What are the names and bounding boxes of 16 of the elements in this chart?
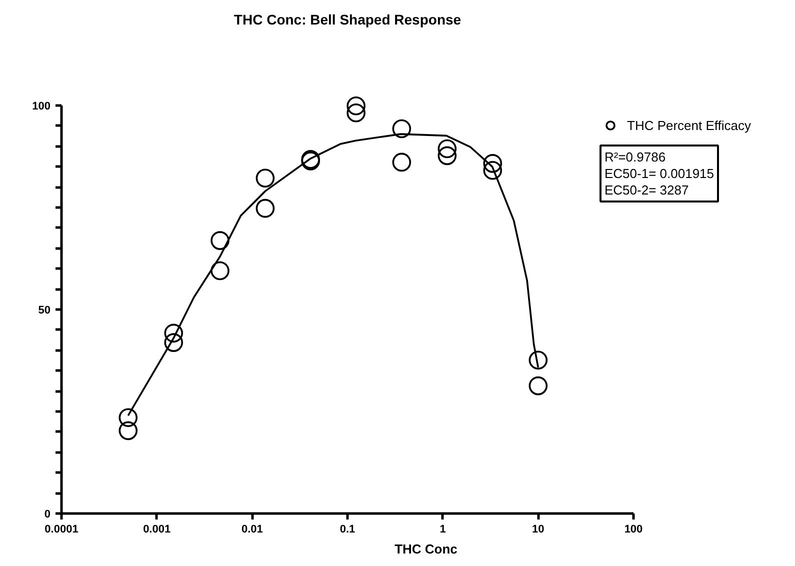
x-tick-label: 0.1: [340, 524, 356, 536]
x-tick-label: 100: [624, 524, 643, 536]
x-tick-label: 0.01: [241, 524, 263, 536]
x-tick-label: 1: [440, 524, 446, 536]
x-tick-label: 0.0001: [44, 524, 78, 536]
annotation: EC50-1= 0.001915: [604, 166, 714, 181]
legend-label: THC Percent Efficacy: [627, 118, 752, 132]
y-tick-label: 0: [44, 508, 51, 520]
x-axis-title: THC Conc: [394, 542, 458, 556]
x-tick-label: 10: [532, 524, 544, 536]
annotation: EC50-2= 3287: [604, 182, 689, 198]
y-tick-label: 100: [32, 100, 51, 112]
annotation: R²=0.9786: [604, 150, 666, 164]
y-tick-label: 50: [38, 304, 51, 316]
chart-title: THC Conc: Bell Shaped Response: [234, 12, 462, 28]
x-tick-label: 0.001: [143, 524, 171, 536]
